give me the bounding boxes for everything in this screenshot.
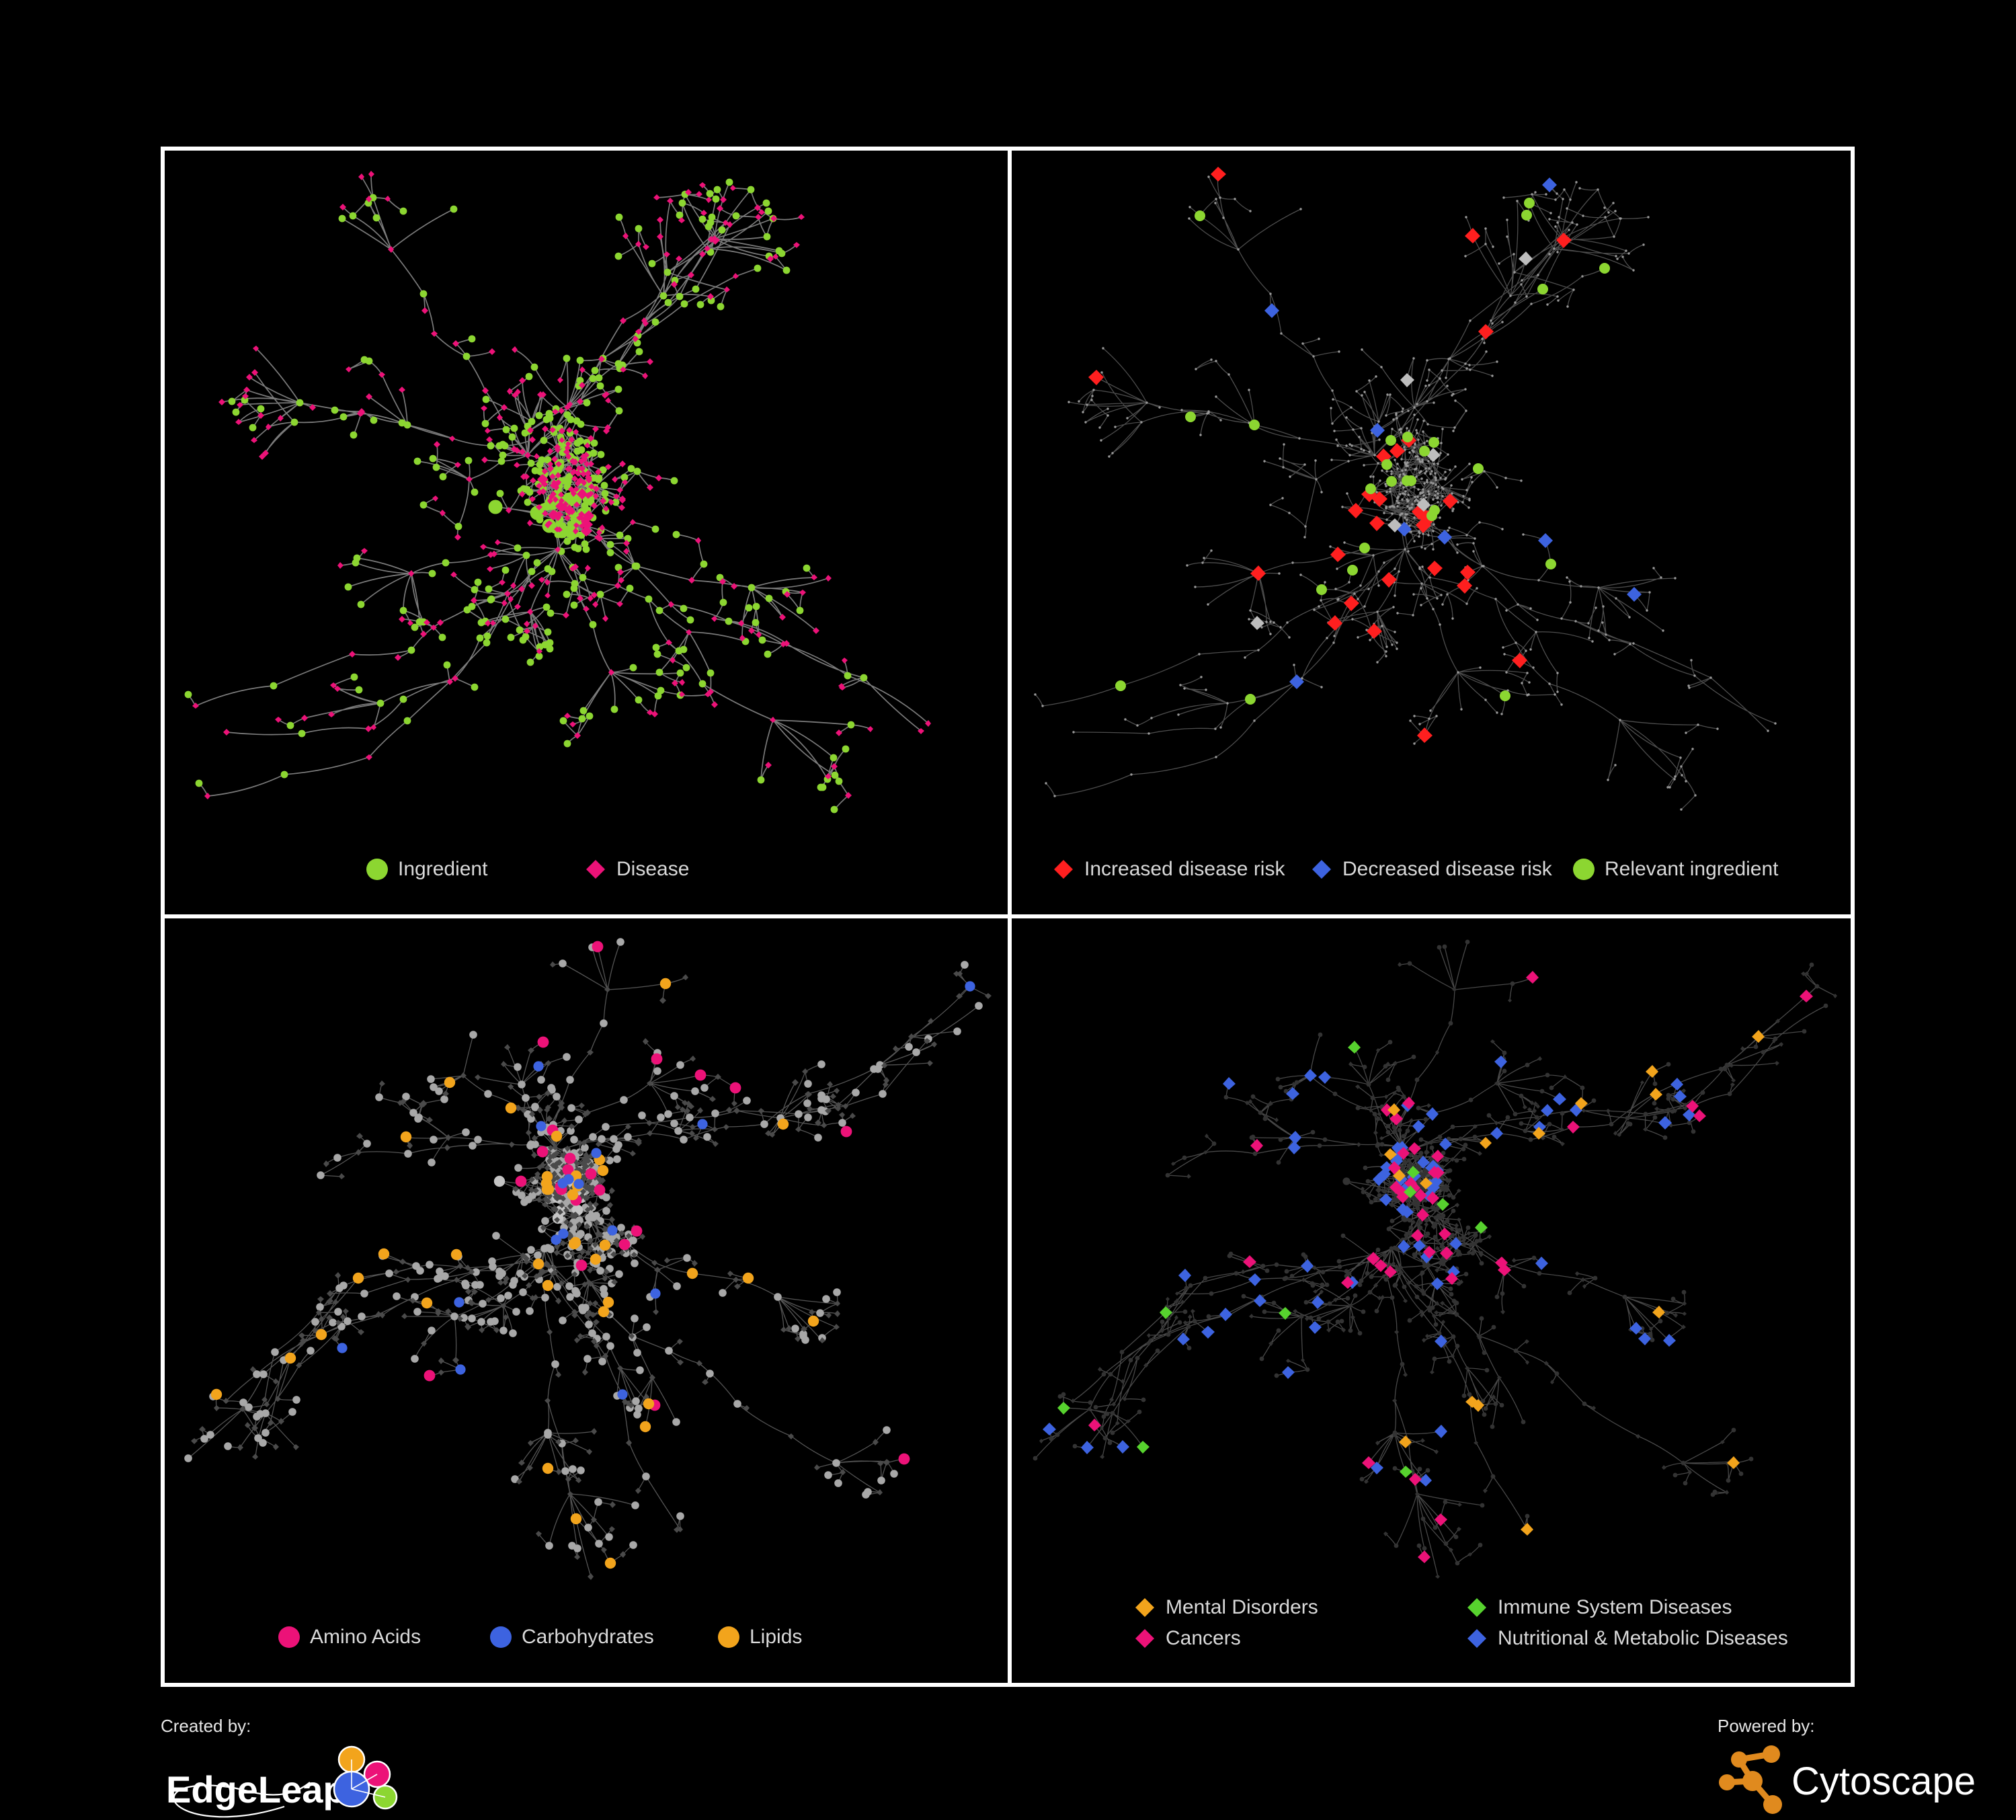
svg-text:EdgeLeap: EdgeLeap <box>166 1768 346 1811</box>
svg-text:Cytoscape: Cytoscape <box>1791 1759 1976 1803</box>
